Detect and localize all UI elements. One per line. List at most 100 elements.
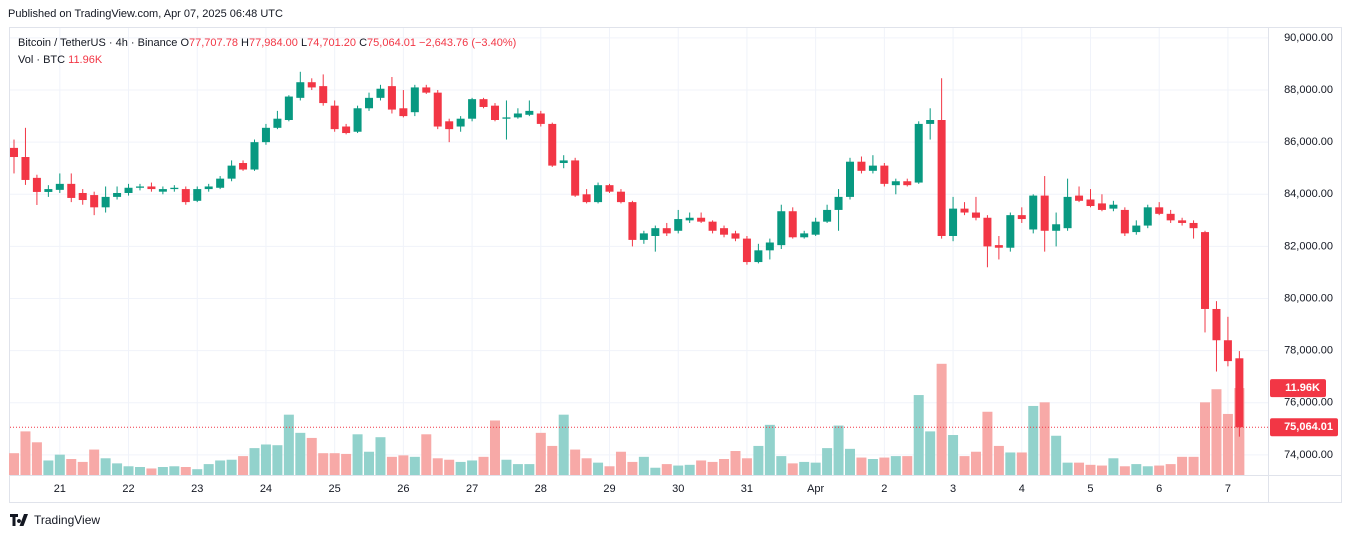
- candle-body: [445, 121, 454, 130]
- candle-body: [261, 127, 270, 143]
- volume-bar: [238, 456, 249, 475]
- candle-body: [697, 217, 706, 222]
- candle-body: [433, 92, 442, 127]
- candle-body: [914, 123, 923, 183]
- volume-bar: [1131, 464, 1142, 475]
- volume-bar: [1165, 464, 1176, 475]
- volume-bar: [157, 467, 168, 475]
- candle-body: [1029, 195, 1038, 230]
- volume-bar: [787, 463, 798, 475]
- vol-value: 11.96K: [68, 54, 103, 66]
- x-tick-label: 27: [466, 483, 478, 495]
- y-tick-label: 84,000.00: [1284, 188, 1333, 200]
- volume-bar: [409, 456, 420, 475]
- volume-bar: [306, 437, 317, 475]
- volume-bar: [501, 459, 512, 475]
- candle-body: [10, 147, 19, 158]
- volume-bar: [753, 445, 764, 475]
- candle-body: [605, 185, 614, 192]
- y-tick-label: 78,000.00: [1284, 345, 1333, 357]
- volume-bar: [1039, 402, 1050, 475]
- legend-row: Vol · BTC 11.96K: [18, 52, 516, 69]
- y-tick-label: 90,000.00: [1284, 32, 1333, 44]
- h-key: H: [241, 37, 249, 49]
- y-tick-label: 88,000.00: [1284, 84, 1333, 96]
- volume-bar: [890, 456, 901, 475]
- x-tick-label: 29: [603, 483, 615, 495]
- volume-bar: [100, 458, 111, 475]
- candle-body: [330, 105, 339, 130]
- volume-bar: [1085, 464, 1096, 475]
- candle-body: [628, 202, 637, 240]
- candle-body: [857, 161, 866, 171]
- candle-body: [399, 108, 408, 117]
- volume-bar: [341, 453, 352, 475]
- x-tick-label: 23: [191, 483, 203, 495]
- candle-body: [685, 217, 694, 221]
- volume-bar: [203, 464, 214, 475]
- x-tick-label: 6: [1156, 483, 1162, 495]
- candle-body: [422, 87, 431, 93]
- pane-border: [9, 27, 1342, 503]
- candle-body: [135, 186, 144, 188]
- volume-bar: [833, 425, 844, 475]
- volume-bar: [570, 449, 581, 475]
- x-tick-label: 24: [260, 483, 272, 495]
- candle-body: [319, 86, 328, 104]
- candle-body: [903, 181, 912, 186]
- volume-bar: [180, 467, 191, 475]
- volume-bar: [1062, 462, 1073, 475]
- volume-bar: [1200, 402, 1211, 475]
- volume-bar: [822, 448, 833, 475]
- volume-bar: [684, 464, 695, 475]
- candle-body: [937, 120, 946, 236]
- candle-body: [307, 82, 316, 88]
- candle-body: [296, 82, 305, 98]
- x-tick-label: Apr: [807, 483, 824, 495]
- volume-bar: [421, 434, 432, 475]
- volume-bar: [467, 460, 478, 475]
- volume-bar: [112, 463, 123, 475]
- candle-body: [1235, 358, 1244, 428]
- volume-bar: [1188, 456, 1199, 475]
- candle-body: [800, 233, 809, 238]
- candle-body: [1178, 220, 1187, 223]
- volume-bar: [764, 424, 775, 475]
- volume-bar: [146, 468, 157, 475]
- candle-body: [376, 88, 385, 98]
- volume-bar: [398, 455, 409, 475]
- candle-body: [1086, 199, 1095, 207]
- volume-bar: [1222, 413, 1233, 475]
- candle-body: [525, 110, 534, 115]
- volume-bar: [295, 432, 306, 475]
- legend-row: Bitcoin / TetherUS · 4h · Binance O77,70…: [18, 35, 516, 52]
- candle-body: [32, 177, 41, 192]
- candle-body: [846, 161, 855, 197]
- candle-body: [926, 120, 935, 124]
- candle-body: [971, 212, 980, 218]
- volume-bar: [1074, 462, 1085, 475]
- x-tick-label: 28: [535, 483, 547, 495]
- candle-body: [788, 211, 797, 238]
- c-value: 75,064.01: [367, 37, 416, 49]
- volume-bar: [20, 431, 31, 475]
- symbol: Bitcoin / TetherUS · 4h · Binance: [18, 37, 178, 49]
- volume-bar: [799, 461, 810, 475]
- l-value: 74,701.20: [307, 37, 357, 49]
- volume-bar: [627, 461, 638, 475]
- logo: [10, 514, 28, 526]
- change: −2,643.76 (−3.40%): [419, 37, 517, 49]
- grid: [10, 28, 1268, 475]
- candle-body: [1223, 340, 1232, 362]
- volume-bar: [489, 420, 500, 475]
- volume-bar: [444, 459, 455, 475]
- volume-bar: [329, 453, 340, 475]
- candle-body: [823, 209, 832, 222]
- volume-bar: [43, 460, 54, 475]
- y-tick-label: 74,000.00: [1284, 449, 1333, 461]
- volume-bar: [776, 456, 787, 475]
- candle-body: [90, 195, 99, 208]
- volume-bar: [226, 459, 237, 475]
- candle-body: [949, 208, 958, 236]
